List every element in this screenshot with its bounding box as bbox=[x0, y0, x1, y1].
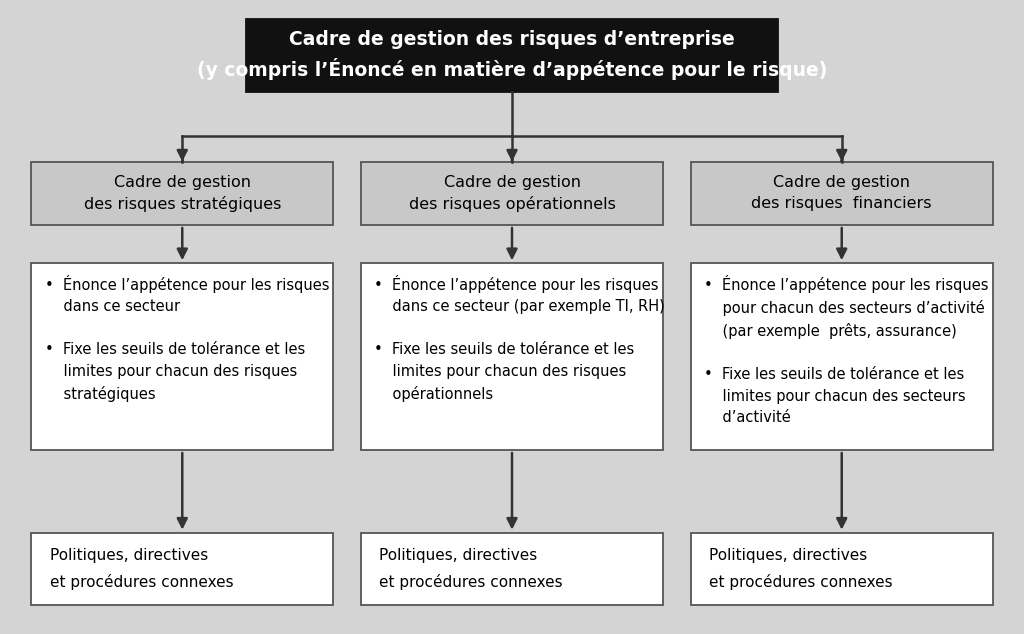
FancyBboxPatch shape bbox=[246, 19, 778, 92]
FancyBboxPatch shape bbox=[690, 162, 993, 225]
FancyBboxPatch shape bbox=[361, 162, 664, 225]
Text: Politiques, directives
et procédures connexes: Politiques, directives et procédures con… bbox=[380, 548, 563, 590]
FancyBboxPatch shape bbox=[690, 533, 993, 605]
Text: Cadre de gestion des risques d’entreprise
(y compris l’Énoncé en matière d’appét: Cadre de gestion des risques d’entrepris… bbox=[197, 30, 827, 81]
Text: •  Énonce l’appétence pour les risques
    dans ce secteur

•  Fixe les seuils d: • Énonce l’appétence pour les risques da… bbox=[45, 275, 329, 402]
Text: Cadre de gestion
des risques stratégiques: Cadre de gestion des risques stratégique… bbox=[84, 174, 281, 212]
Text: Cadre de gestion
des risques  financiers: Cadre de gestion des risques financiers bbox=[752, 176, 932, 211]
Text: Cadre de gestion
des risques opérationnels: Cadre de gestion des risques opérationne… bbox=[409, 174, 615, 212]
Text: •  Énonce l’appétence pour les risques
    pour chacun des secteurs d’activité
 : • Énonce l’appétence pour les risques po… bbox=[705, 275, 988, 425]
FancyBboxPatch shape bbox=[31, 533, 334, 605]
FancyBboxPatch shape bbox=[690, 263, 993, 450]
FancyBboxPatch shape bbox=[31, 162, 334, 225]
FancyBboxPatch shape bbox=[361, 263, 664, 450]
Text: Politiques, directives
et procédures connexes: Politiques, directives et procédures con… bbox=[709, 548, 893, 590]
Text: •  Énonce l’appétence pour les risques
    dans ce secteur (par exemple TI, RH)
: • Énonce l’appétence pour les risques da… bbox=[375, 275, 665, 402]
Text: Politiques, directives
et procédures connexes: Politiques, directives et procédures con… bbox=[49, 548, 233, 590]
FancyBboxPatch shape bbox=[31, 263, 334, 450]
FancyBboxPatch shape bbox=[361, 533, 664, 605]
